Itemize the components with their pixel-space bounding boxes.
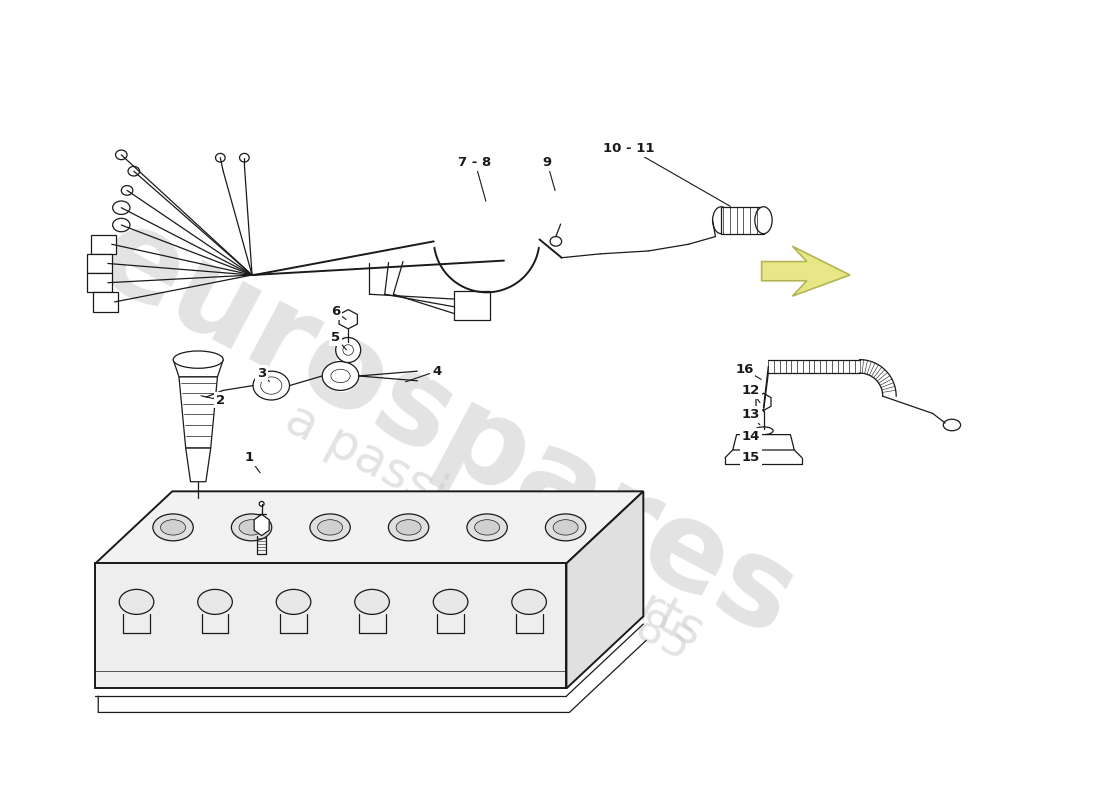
Text: 5: 5 [331, 331, 340, 344]
Text: since 1885: since 1885 [463, 516, 698, 668]
Ellipse shape [512, 590, 547, 614]
Ellipse shape [755, 206, 772, 234]
Ellipse shape [260, 502, 264, 506]
Ellipse shape [112, 201, 130, 214]
Ellipse shape [546, 514, 586, 541]
Text: 13: 13 [741, 408, 760, 421]
Ellipse shape [355, 590, 389, 614]
Ellipse shape [331, 370, 350, 382]
Polygon shape [566, 491, 644, 689]
Ellipse shape [240, 154, 250, 162]
Ellipse shape [388, 514, 429, 541]
Ellipse shape [396, 520, 421, 535]
FancyBboxPatch shape [90, 234, 116, 254]
Ellipse shape [322, 362, 359, 390]
Polygon shape [179, 377, 218, 448]
Ellipse shape [261, 377, 282, 394]
FancyBboxPatch shape [454, 291, 491, 320]
Ellipse shape [112, 218, 130, 232]
Ellipse shape [128, 166, 140, 176]
Ellipse shape [713, 206, 730, 234]
Polygon shape [186, 448, 211, 482]
Ellipse shape [343, 345, 353, 355]
Ellipse shape [276, 590, 311, 614]
Ellipse shape [231, 514, 272, 541]
Ellipse shape [216, 154, 225, 162]
Ellipse shape [310, 514, 350, 541]
Ellipse shape [161, 520, 186, 535]
Text: 9: 9 [542, 156, 552, 169]
Polygon shape [173, 360, 223, 377]
Text: 2: 2 [216, 394, 224, 406]
Ellipse shape [474, 520, 499, 535]
FancyBboxPatch shape [87, 273, 112, 292]
Polygon shape [96, 563, 566, 689]
Polygon shape [756, 394, 771, 410]
Text: 14: 14 [741, 430, 760, 443]
Text: 7 - 8: 7 - 8 [459, 156, 492, 169]
Text: eurospares: eurospares [78, 196, 815, 662]
Text: 4: 4 [432, 365, 441, 378]
Ellipse shape [121, 186, 133, 195]
Polygon shape [339, 310, 358, 329]
Ellipse shape [336, 338, 361, 362]
Text: 6: 6 [331, 305, 340, 318]
Text: 16: 16 [735, 362, 754, 376]
Ellipse shape [153, 514, 194, 541]
Ellipse shape [119, 590, 154, 614]
Ellipse shape [466, 514, 507, 541]
Ellipse shape [239, 520, 264, 535]
Ellipse shape [198, 590, 232, 614]
Ellipse shape [116, 150, 128, 160]
Text: 15: 15 [741, 451, 760, 464]
FancyBboxPatch shape [87, 254, 112, 273]
FancyBboxPatch shape [94, 292, 119, 311]
Polygon shape [96, 491, 644, 563]
Text: 1: 1 [244, 451, 254, 464]
Text: a passion for parts: a passion for parts [277, 394, 712, 656]
Polygon shape [733, 434, 794, 450]
FancyBboxPatch shape [722, 206, 763, 234]
Text: 12: 12 [741, 384, 760, 397]
Ellipse shape [433, 590, 468, 614]
Text: 3: 3 [257, 366, 266, 379]
Ellipse shape [553, 520, 579, 535]
Text: 10 - 11: 10 - 11 [603, 142, 654, 154]
Ellipse shape [318, 520, 342, 535]
Polygon shape [761, 246, 850, 296]
Ellipse shape [944, 419, 960, 430]
Ellipse shape [754, 427, 773, 434]
Ellipse shape [173, 351, 223, 368]
Polygon shape [254, 514, 270, 535]
Ellipse shape [550, 237, 562, 246]
Ellipse shape [253, 371, 289, 400]
